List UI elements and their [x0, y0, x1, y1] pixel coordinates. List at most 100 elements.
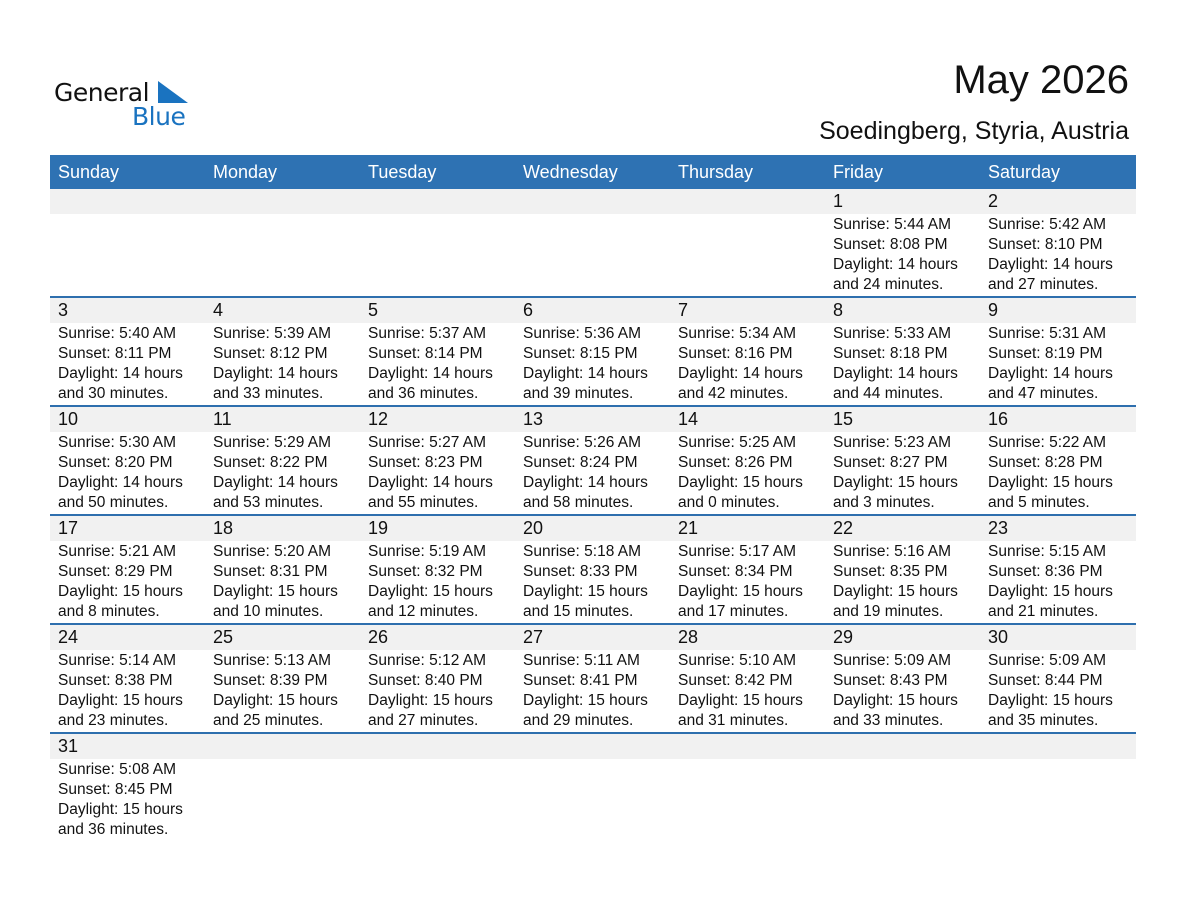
- day-cell: 17 Sunrise: 5:21 AM Sunset: 8:29 PM Dayligh…: [50, 516, 205, 622]
- general-blue-logo: General Blue: [54, 78, 194, 132]
- day-number: 5: [368, 300, 379, 320]
- daylight-minutes: and 30 minutes.: [58, 385, 169, 402]
- day-cell: 24 Sunrise: 5:14 AM Sunset: 8:38 PM Dayligh…: [50, 625, 205, 731]
- sunrise-time: Sunrise: 5:15 AM: [988, 543, 1107, 560]
- sunrise-time: Sunrise: 5:09 AM: [833, 652, 952, 669]
- daylight-minutes: and 27 minutes.: [368, 712, 479, 729]
- daylight-minutes: and 24 minutes.: [833, 276, 944, 293]
- daylight-minutes: and 58 minutes.: [523, 494, 634, 511]
- empty-cell: [50, 189, 205, 295]
- daylight-minutes: and 25 minutes.: [213, 712, 324, 729]
- day-number: 4: [213, 300, 224, 320]
- day-number: 25: [213, 627, 234, 647]
- day-cell: 27 Sunrise: 5:11 AM Sunset: 8:41 PM Dayligh…: [515, 625, 670, 731]
- day-number: 17: [58, 518, 79, 538]
- logo-triangle-icon: [158, 81, 188, 103]
- sunset-time: Sunset: 8:45 PM: [58, 781, 173, 798]
- sunset-time: Sunset: 8:15 PM: [523, 345, 638, 362]
- date-strip: [50, 298, 1136, 323]
- week-row: 10 Sunrise: 5:30 AM Sunset: 8:20 PM Dayligh…: [50, 407, 1136, 516]
- day-cell: 5 Sunrise: 5:37 AM Sunset: 8:14 PM Daylight…: [360, 298, 515, 404]
- day-cell: 23 Sunrise: 5:15 AM Sunset: 8:36 PM Dayligh…: [980, 516, 1136, 622]
- day-cell: 21 Sunrise: 5:17 AM Sunset: 8:34 PM Dayligh…: [670, 516, 825, 622]
- day-cell: 6 Sunrise: 5:36 AM Sunset: 8:15 PM Daylight…: [515, 298, 670, 404]
- empty-cell: [670, 189, 825, 295]
- day-cell: 22 Sunrise: 5:16 AM Sunset: 8:35 PM Dayligh…: [825, 516, 980, 622]
- day-cell: 29 Sunrise: 5:09 AM Sunset: 8:43 PM Dayligh…: [825, 625, 980, 731]
- day-cell: 3 Sunrise: 5:40 AM Sunset: 8:11 PM Daylight…: [50, 298, 205, 404]
- weekday-friday: Friday: [833, 162, 884, 182]
- sunrise-time: Sunrise: 5:27 AM: [368, 434, 487, 451]
- empty-cell: [360, 734, 515, 840]
- sunrise-time: Sunrise: 5:12 AM: [368, 652, 487, 669]
- week-row: 3 Sunrise: 5:40 AM Sunset: 8:11 PM Daylight…: [50, 298, 1136, 407]
- sunset-time: Sunset: 8:38 PM: [58, 672, 173, 689]
- week-row: 17 Sunrise: 5:21 AM Sunset: 8:29 PM Dayligh…: [50, 516, 1136, 625]
- daylight-minutes: and 10 minutes.: [213, 603, 324, 620]
- day-number: 18: [213, 518, 234, 538]
- daylight-hours: Daylight: 14 hours: [833, 256, 958, 273]
- sunrise-time: Sunrise: 5:44 AM: [833, 216, 952, 233]
- day-cell: 20 Sunrise: 5:18 AM Sunset: 8:33 PM Dayligh…: [515, 516, 670, 622]
- sunrise-time: Sunrise: 5:31 AM: [988, 325, 1107, 342]
- day-number: 24: [58, 627, 79, 647]
- day-cell: 12 Sunrise: 5:27 AM Sunset: 8:23 PM Dayligh…: [360, 407, 515, 513]
- logo-text-blue: Blue: [132, 102, 186, 131]
- date-strip: [50, 734, 1136, 759]
- sunrise-time: Sunrise: 5:14 AM: [58, 652, 177, 669]
- date-strip: [50, 625, 1136, 650]
- sunrise-time: Sunrise: 5:34 AM: [678, 325, 797, 342]
- daylight-hours: Daylight: 15 hours: [678, 474, 803, 491]
- sunrise-time: Sunrise: 5:18 AM: [523, 543, 642, 560]
- sunset-time: Sunset: 8:35 PM: [833, 563, 948, 580]
- daylight-hours: Daylight: 15 hours: [678, 692, 803, 709]
- logo-text-general: General: [54, 78, 150, 107]
- daylight-minutes: and 42 minutes.: [678, 385, 789, 402]
- daylight-hours: Daylight: 14 hours: [368, 474, 493, 491]
- day-cell: 28 Sunrise: 5:10 AM Sunset: 8:42 PM Dayligh…: [670, 625, 825, 731]
- weekday-header: Sunday Monday Tuesday Wednesday Thursday Frid…: [50, 155, 1136, 189]
- sunset-time: Sunset: 8:18 PM: [833, 345, 948, 362]
- sunrise-time: Sunrise: 5:08 AM: [58, 761, 177, 778]
- daylight-minutes: and 27 minutes.: [988, 276, 1099, 293]
- daylight-hours: Daylight: 15 hours: [988, 692, 1113, 709]
- daylight-minutes: and 35 minutes.: [988, 712, 1099, 729]
- daylight-minutes: and 44 minutes.: [833, 385, 944, 402]
- day-cell: 31 Sunrise: 5:08 AM Sunset: 8:45 PM Dayligh…: [50, 734, 205, 840]
- daylight-hours: Daylight: 15 hours: [833, 583, 958, 600]
- daylight-minutes: and 29 minutes.: [523, 712, 634, 729]
- sunrise-time: Sunrise: 5:36 AM: [523, 325, 642, 342]
- day-number: 13: [523, 409, 544, 429]
- daylight-minutes: and 3 minutes.: [833, 494, 935, 511]
- day-cell: 30 Sunrise: 5:09 AM Sunset: 8:44 PM Dayligh…: [980, 625, 1136, 731]
- sunrise-time: Sunrise: 5:30 AM: [58, 434, 177, 451]
- sunset-time: Sunset: 8:36 PM: [988, 563, 1103, 580]
- day-number: 2: [988, 191, 999, 211]
- day-number: 29: [833, 627, 854, 647]
- day-number: 22: [833, 518, 854, 538]
- daylight-minutes: and 50 minutes.: [58, 494, 169, 511]
- date-strip: [50, 516, 1136, 541]
- day-number: 31: [58, 736, 79, 756]
- daylight-minutes: and 5 minutes.: [988, 494, 1090, 511]
- sunset-time: Sunset: 8:33 PM: [523, 563, 638, 580]
- sunset-time: Sunset: 8:42 PM: [678, 672, 793, 689]
- sunset-time: Sunset: 8:22 PM: [213, 454, 328, 471]
- sunrise-time: Sunrise: 5:19 AM: [368, 543, 487, 560]
- day-cell: 7 Sunrise: 5:34 AM Sunset: 8:16 PM Daylight…: [670, 298, 825, 404]
- sunrise-time: Sunrise: 5:11 AM: [523, 652, 640, 669]
- daylight-hours: Daylight: 14 hours: [58, 474, 183, 491]
- daylight-hours: Daylight: 14 hours: [833, 365, 958, 382]
- daylight-minutes: and 21 minutes.: [988, 603, 1099, 620]
- daylight-minutes: and 15 minutes.: [523, 603, 634, 620]
- weekday-tuesday: Tuesday: [368, 162, 437, 182]
- empty-cell: [670, 734, 825, 840]
- sunrise-time: Sunrise: 5:16 AM: [833, 543, 952, 560]
- sunset-time: Sunset: 8:34 PM: [678, 563, 793, 580]
- sunset-time: Sunset: 8:08 PM: [833, 236, 948, 253]
- weekday-monday: Monday: [213, 162, 278, 182]
- daylight-minutes: and 23 minutes.: [58, 712, 169, 729]
- day-number: 21: [678, 518, 699, 538]
- weekday-thursday: Thursday: [678, 162, 754, 182]
- daylight-minutes: and 19 minutes.: [833, 603, 944, 620]
